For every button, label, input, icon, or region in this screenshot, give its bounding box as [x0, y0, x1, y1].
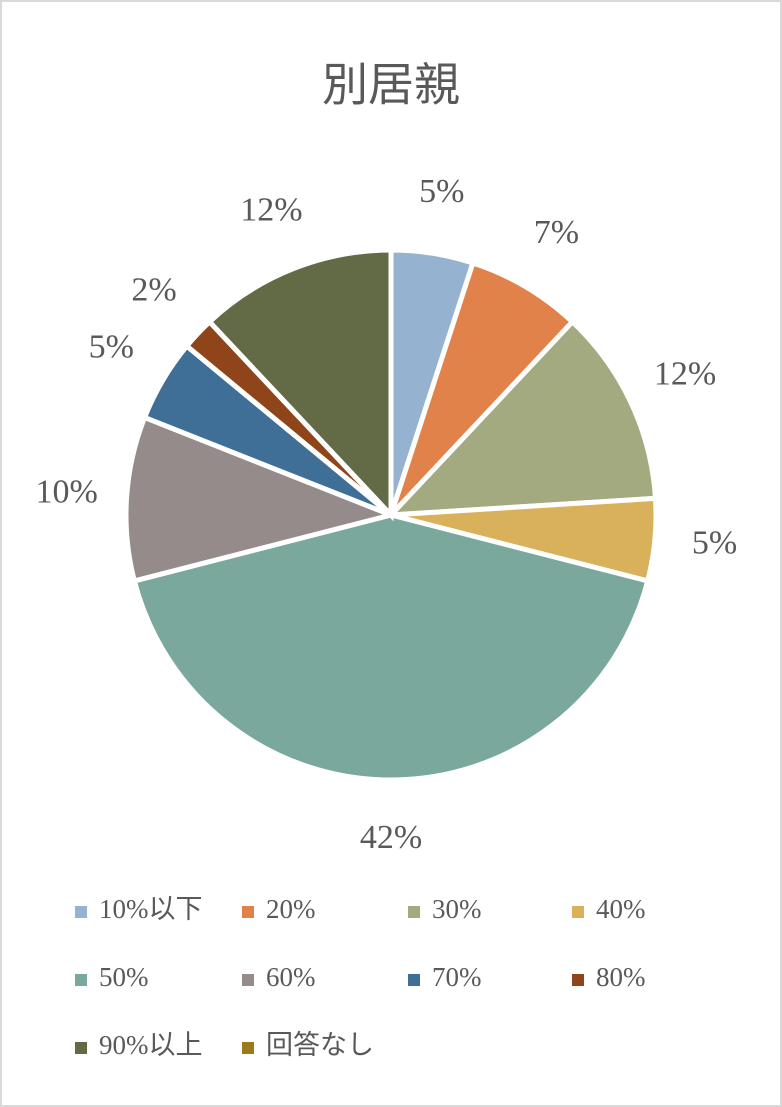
data-label: 5%	[692, 524, 737, 561]
legend-label: 50%	[99, 962, 149, 992]
legend-label: 70%	[432, 962, 482, 992]
legend-swatch	[75, 1042, 87, 1054]
pie-slice	[131, 512, 651, 783]
legend-label: 40%	[596, 894, 646, 924]
legend-label: 10%以下	[99, 894, 203, 924]
data-label: 5%	[89, 328, 134, 365]
data-label: 12%	[240, 192, 302, 229]
chart-title: 別居親	[322, 60, 460, 111]
legend-swatch	[572, 974, 584, 986]
pie-slice	[206, 247, 394, 522]
legend-swatch	[242, 906, 254, 918]
pie-slice	[384, 318, 659, 518]
legend-label: 20%	[266, 894, 316, 924]
data-label: 10%	[35, 473, 97, 510]
legend-swatch	[408, 974, 420, 986]
data-label: 2%	[131, 271, 176, 308]
legend-label: 60%	[266, 962, 316, 992]
pie-slice	[123, 414, 400, 584]
data-label: 42%	[360, 819, 422, 856]
data-label: 5%	[419, 173, 464, 210]
legend-label: 80%	[596, 962, 646, 992]
data-label: 7%	[534, 214, 579, 251]
legend-label: 回答なし	[266, 1030, 374, 1060]
data-label: 12%	[654, 355, 716, 392]
legend-swatch	[572, 906, 584, 918]
legend-swatch	[242, 974, 254, 986]
legend-swatch	[75, 906, 87, 918]
legend-swatch	[242, 1042, 254, 1054]
legend-label: 90%以上	[99, 1030, 203, 1060]
legend-swatch	[75, 974, 87, 986]
legend-swatch	[408, 906, 420, 918]
legend-label: 30%	[432, 894, 482, 924]
